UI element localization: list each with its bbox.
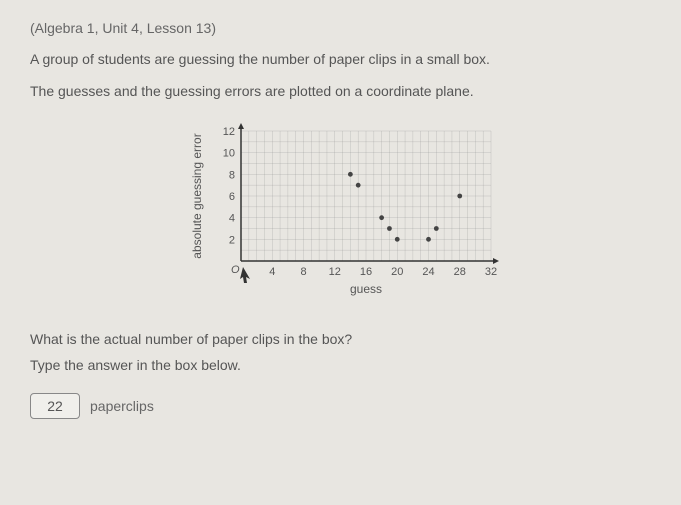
answer-input[interactable] [30,393,80,419]
svg-text:10: 10 [222,148,234,160]
svg-text:4: 4 [228,213,234,225]
intro-text-1: A group of students are guessing the num… [30,50,651,70]
svg-text:guess: guess [349,282,381,296]
svg-text:24: 24 [422,266,434,278]
svg-text:16: 16 [359,266,371,278]
svg-text:12: 12 [222,126,234,138]
svg-text:O: O [231,264,240,276]
svg-text:32: 32 [484,266,496,278]
lesson-header: (Algebra 1, Unit 4, Lesson 13) [30,20,651,36]
answer-unit-label: paperclips [90,398,154,414]
question-text: What is the actual number of paper clips… [30,331,651,347]
intro-text-2: The guesses and the guessing errors are … [30,82,651,102]
svg-text:12: 12 [328,266,340,278]
svg-text:4: 4 [269,266,275,278]
svg-text:6: 6 [228,191,234,203]
svg-text:28: 28 [453,266,465,278]
scatter-chart: O4812162024283224681012guessabsolute gue… [171,121,511,301]
svg-text:8: 8 [228,170,234,182]
svg-text:absolute guessing error: absolute guessing error [190,133,204,258]
svg-text:8: 8 [300,266,306,278]
answer-row: paperclips [30,393,651,419]
chart-container: O4812162024283224681012guessabsolute gue… [30,121,651,301]
svg-text:2: 2 [228,235,234,247]
svg-text:20: 20 [391,266,403,278]
instruction-text: Type the answer in the box below. [30,357,651,373]
